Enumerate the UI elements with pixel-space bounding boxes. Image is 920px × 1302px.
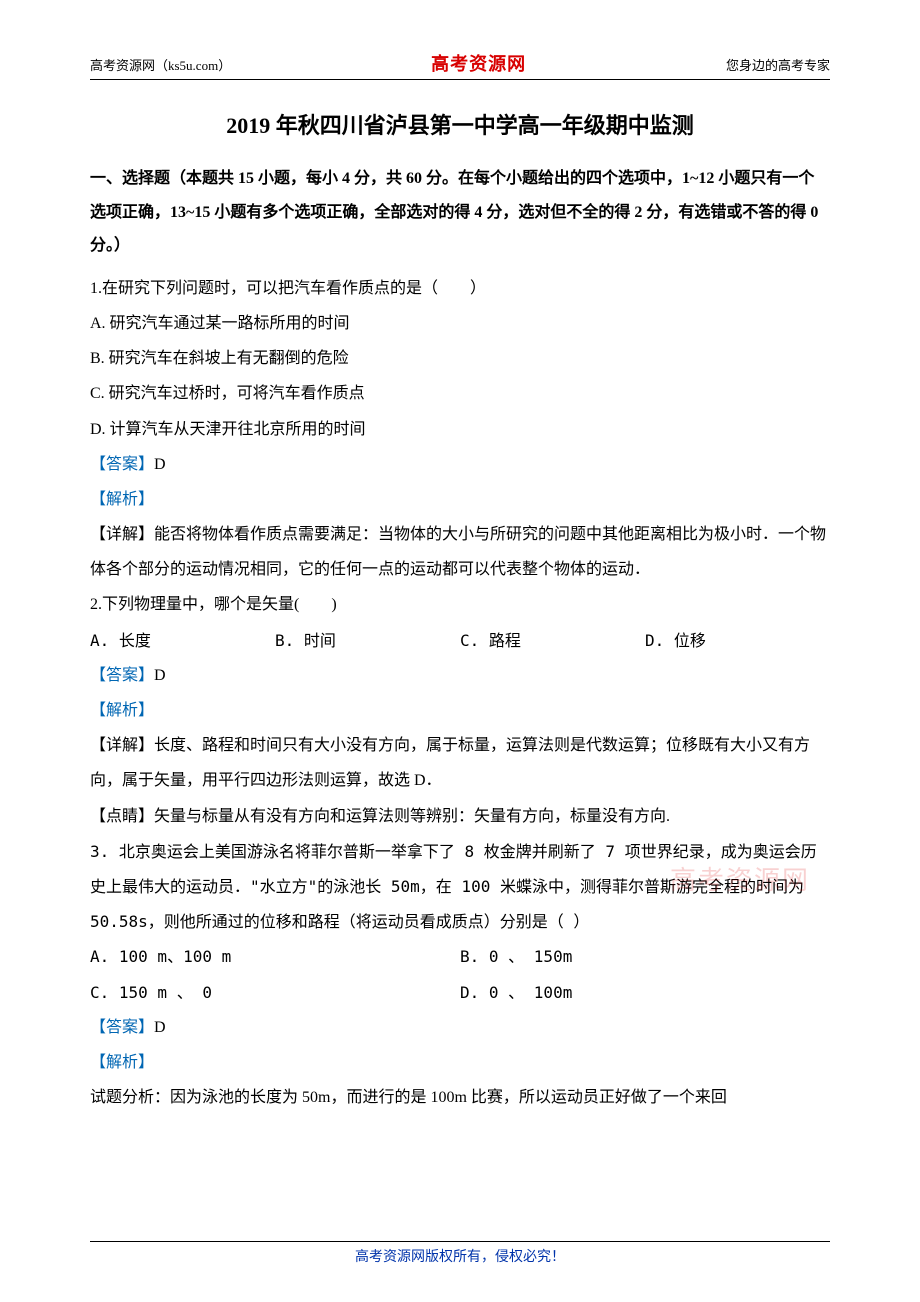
q1-answer-letter: D [154,456,166,473]
q2-options: A. 长度 B. 时间 C. 路程 D. 位移 [90,623,830,658]
q1-answer: 【答案】D [90,447,830,482]
q3-option-c: C. 150 m 、 0 [90,975,460,1010]
q2-answer-letter: D [154,667,166,684]
answer-label: 【答案】 [90,456,154,473]
q3-option-d: D. 0 、 100m [460,975,830,1010]
answer-label: 【答案】 [90,1019,154,1036]
page-footer: 高考资源网版权所有，侵权必究！ [90,1241,830,1266]
q1-option-b: B. 研究汽车在斜坡上有无翻倒的危险 [90,341,830,376]
q2-stem: 2.下列物理量中，哪个是矢量( ) [90,587,830,622]
q3-option-a: A. 100 m、100 m [90,939,460,974]
q3-detail: 试题分析：因为泳池的长度为 50m，而进行的是 100m 比赛，所以运动员正好做… [90,1080,830,1115]
header-center-logo: 高考资源网 [431,50,526,76]
q2-tip: 【点睛】矢量与标量从有没有方向和运算法则等辨别：矢量有方向，标量没有方向. [90,799,830,834]
q1-option-d: D. 计算汽车从天津开往北京所用的时间 [90,412,830,447]
q1-detail: 【详解】能否将物体看作质点需要满足：当物体的大小与所研究的问题中其他距离相比为极… [90,517,830,587]
q3-answer-letter: D [154,1019,166,1036]
q2-detail: 【详解】长度、路程和时间只有大小没有方向，属于标量，运算法则是代数运算；位移既有… [90,728,830,798]
q1-option-a: A. 研究汽车通过某一路标所用的时间 [90,306,830,341]
page-header: 高考资源网（ks5u.com） 高考资源网 您身边的高考专家 [90,50,830,76]
q3-answer: 【答案】D [90,1010,830,1045]
q1-option-c: C. 研究汽车过桥时，可将汽车看作质点 [90,376,830,411]
q2-analysis-label: 【解析】 [90,693,830,728]
q3-options-row1: A. 100 m、100 m B. 0 、 150m [90,939,830,974]
q2-option-b: B. 时间 [275,623,460,658]
q3-options-row2: C. 150 m 、 0 D. 0 、 100m [90,975,830,1010]
q1-analysis-label: 【解析】 [90,482,830,517]
q3-stem: 3. 北京奥运会上美国游泳名将菲尔普斯一举拿下了 8 枚金牌并刷新了 7 项世界… [90,834,830,940]
q3-analysis-label: 【解析】 [90,1045,830,1080]
q2-answer: 【答案】D [90,658,830,693]
footer-text: 高考资源网版权所有，侵权必究！ [355,1250,565,1265]
header-divider [90,79,830,80]
section-instructions: 一、选择题（本题共 15 小题，每小 4 分，共 60 分。在每个小题给出的四个… [90,162,830,263]
page-title: 2019 年秋四川省泸县第一中学高一年级期中监测 [90,108,830,140]
answer-label: 【答案】 [90,667,154,684]
header-right: 您身边的高考专家 [726,55,830,74]
header-left: 高考资源网（ks5u.com） [90,55,231,74]
q2-option-c: C. 路程 [460,623,645,658]
q3-option-b: B. 0 、 150m [460,939,830,974]
q2-option-a: A. 长度 [90,623,275,658]
q1-stem: 1.在研究下列问题时，可以把汽车看作质点的是（ ） [90,271,830,306]
q2-option-d: D. 位移 [645,623,830,658]
